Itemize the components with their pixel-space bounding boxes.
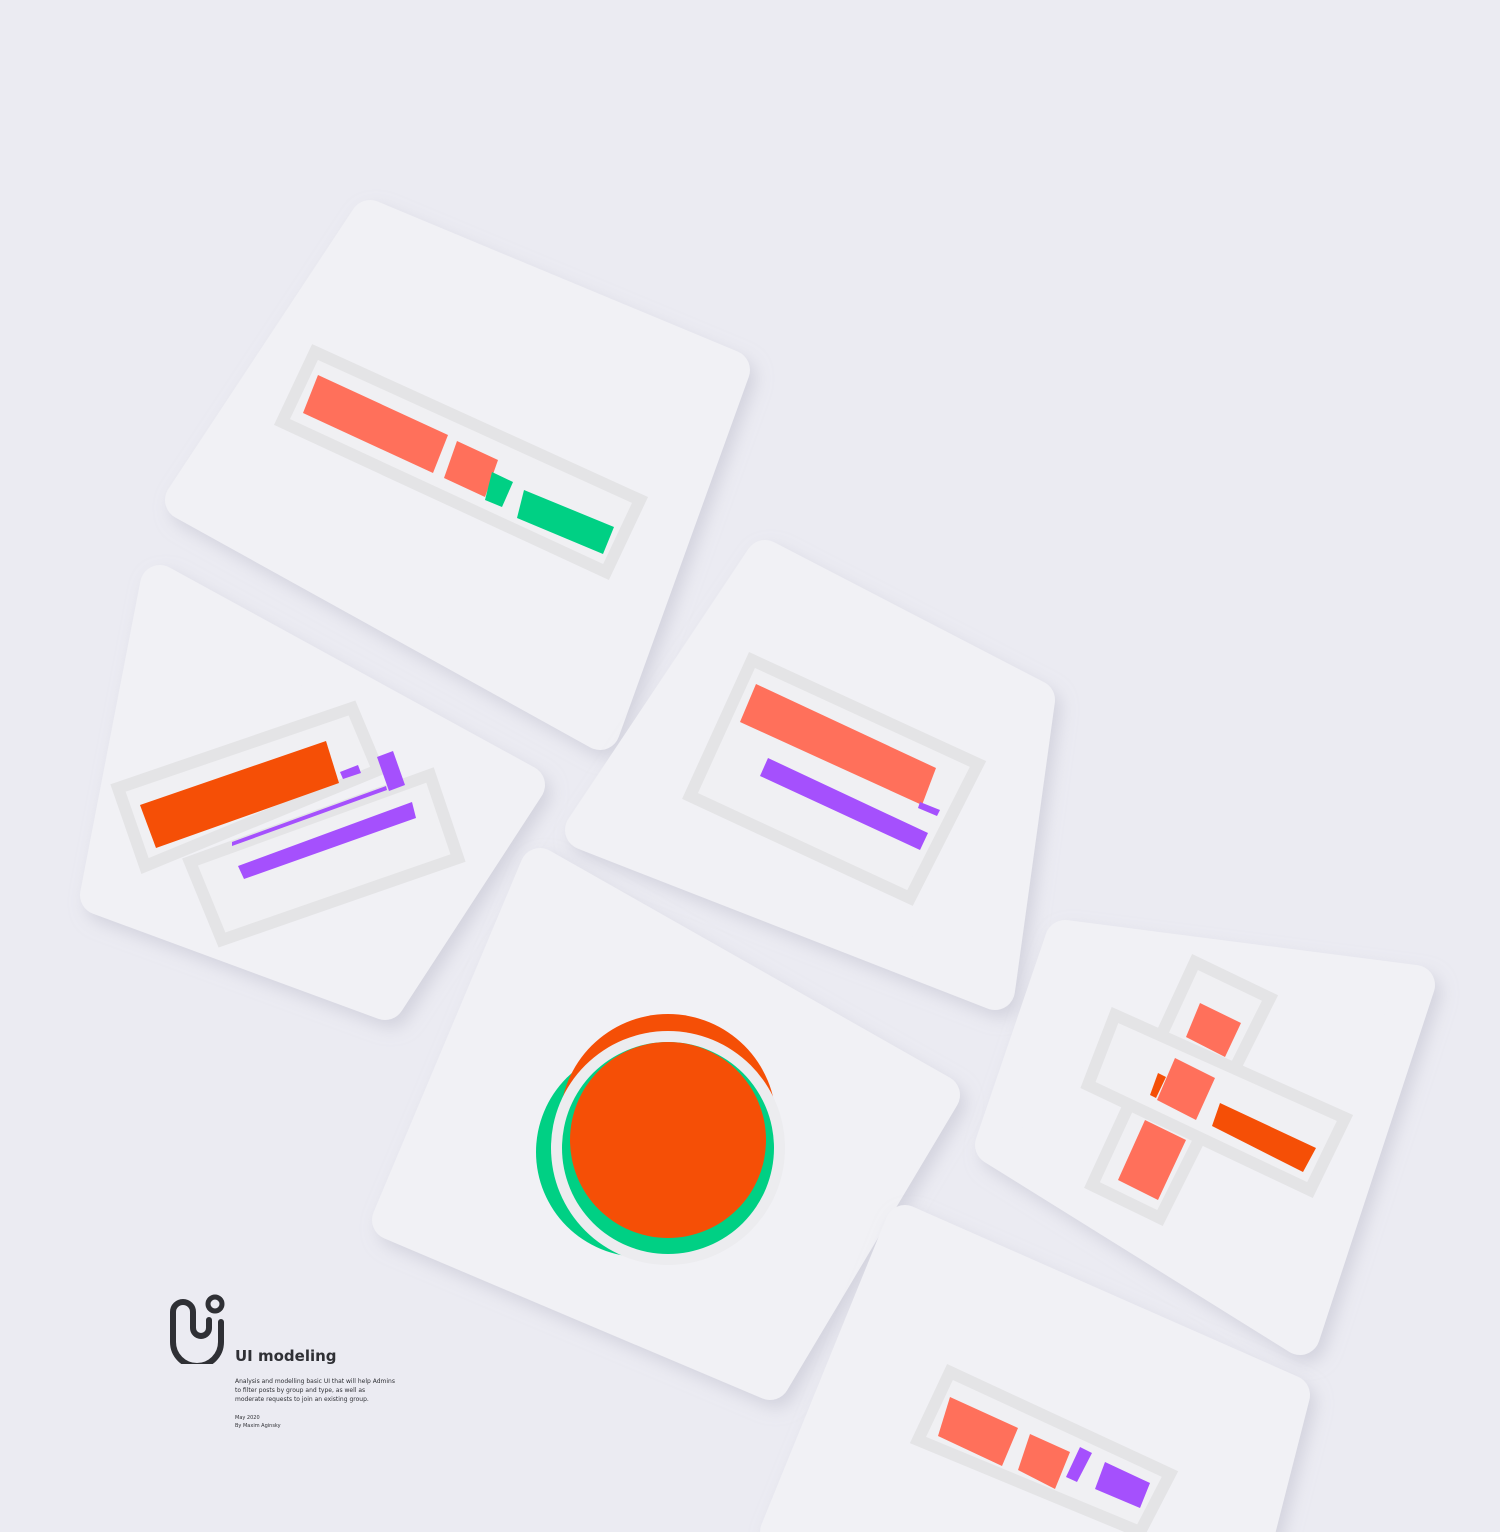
card-segmented-bar xyxy=(760,1205,1310,1532)
project-date: May 2020 xyxy=(235,1415,260,1421)
card-progress-bar xyxy=(165,200,750,750)
project-description: Analysis and modelling basic UI that wil… xyxy=(235,1378,395,1403)
card-stacked-bars xyxy=(80,565,545,1020)
card-cross xyxy=(975,920,1435,1355)
project-info: UI modeling Analysis and modelling basic… xyxy=(165,1292,395,1429)
card-circle xyxy=(372,848,960,1400)
project-author: By Maxim Aginsky xyxy=(235,1423,281,1429)
card-double-bar xyxy=(565,540,1055,1010)
project-title: UI modeling xyxy=(235,1347,337,1365)
project-meta: May 2020 By Maxim Aginsky xyxy=(235,1414,281,1430)
ui-logo-icon xyxy=(170,1294,225,1369)
